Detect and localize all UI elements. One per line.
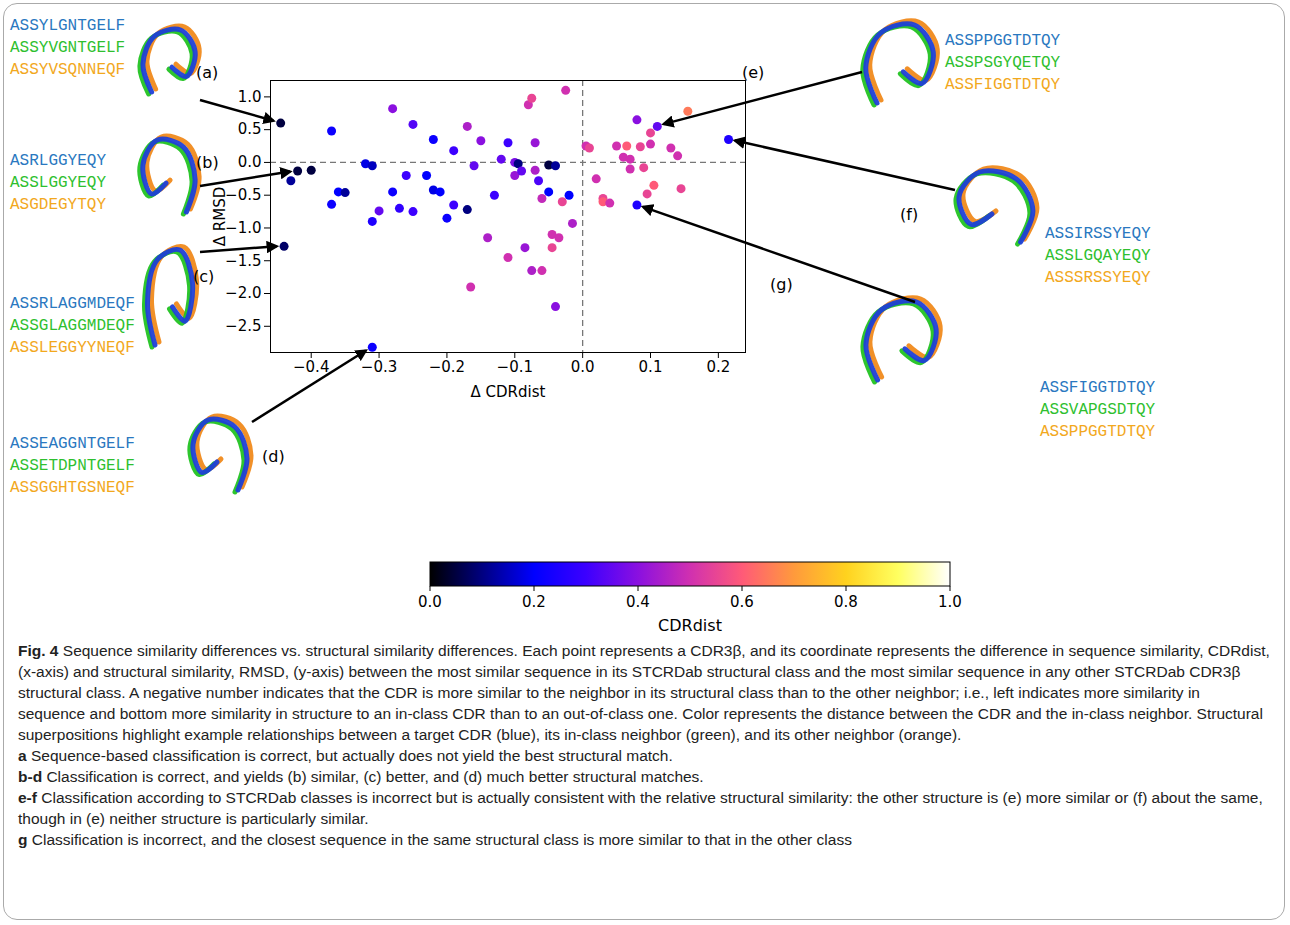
svg-text:ASSPSGYQETQY: ASSPSGYQETQY xyxy=(945,54,1061,72)
svg-text:ASSFIGGTDTQY: ASSFIGGTDTQY xyxy=(945,76,1061,94)
svg-text:ASSPPGGTDTQY: ASSPPGGTDTQY xyxy=(945,32,1061,50)
svg-text:CDRdist: CDRdist xyxy=(658,616,722,635)
svg-text:0.2: 0.2 xyxy=(706,358,730,376)
svg-text:0.2: 0.2 xyxy=(522,593,546,611)
html-text:e-f Classification according t: e-f Classification according to STCRDab … xyxy=(18,789,1263,827)
html-text:a Sequence-based classificatio: a Sequence-based classification is corre… xyxy=(18,747,673,764)
svg-text:ASSRLAGGMDEQF: ASSRLAGGMDEQF xyxy=(10,295,135,313)
svg-text:ASSIRSSYEQY: ASSIRSSYEQY xyxy=(1045,225,1151,243)
svg-text:0.0: 0.0 xyxy=(238,153,262,171)
svg-text:0.1: 0.1 xyxy=(639,358,663,376)
svg-text:ASSPPGGTDTQY: ASSPPGGTDTQY xyxy=(1040,423,1156,441)
svg-text:ASSYVGNTGELF: ASSYVGNTGELF xyxy=(10,39,125,57)
html-text:Fig. 4 Sequence similarity dif: Fig. 4 Sequence similarity differences v… xyxy=(18,642,1270,743)
svg-text:ASSGGHTGSNEQF: ASSGGHTGSNEQF xyxy=(10,479,135,497)
svg-text:ASSLEGGYYNEQF: ASSLEGGYYNEQF xyxy=(10,339,135,357)
svg-text:0.8: 0.8 xyxy=(834,593,858,611)
svg-text:(b): (b) xyxy=(196,153,219,172)
svg-text:−1.0: −1.0 xyxy=(225,219,261,237)
svg-text:(c): (c) xyxy=(193,267,214,286)
svg-text:0.4: 0.4 xyxy=(626,593,650,611)
svg-text:ASRLGGYEQY: ASRLGGYEQY xyxy=(10,152,106,170)
svg-text:ASSSRSSYEQY: ASSSRSSYEQY xyxy=(1045,269,1151,287)
svg-text:ASSVAPGSDTQY: ASSVAPGSDTQY xyxy=(1040,401,1156,419)
svg-text:−0.3: −0.3 xyxy=(361,358,397,376)
svg-text:ASSEAGGNTGELF: ASSEAGGNTGELF xyxy=(10,435,135,453)
svg-text:ASSETDPNTGELF: ASSETDPNTGELF xyxy=(10,457,135,475)
svg-text:0.0: 0.0 xyxy=(571,358,595,376)
svg-text:ASSYLGNTGELF: ASSYLGNTGELF xyxy=(10,17,125,35)
svg-text:−0.5: −0.5 xyxy=(225,186,261,204)
html-text:b-d Classification is correct,: b-d Classification is correct, and yield… xyxy=(18,768,704,785)
svg-text:Δ RMSD: Δ RMSD xyxy=(211,187,229,246)
svg-text:1.0: 1.0 xyxy=(238,88,262,106)
svg-text:−1.5: −1.5 xyxy=(225,252,261,270)
svg-text:ASGDEGYTQY: ASGDEGYTQY xyxy=(10,196,106,214)
svg-text:ASSGLAGGMDEQF: ASSGLAGGMDEQF xyxy=(10,317,135,335)
svg-text:−0.1: −0.1 xyxy=(497,358,533,376)
svg-text:−0.4: −0.4 xyxy=(293,358,329,376)
svg-text:ASSLGGYEQY: ASSLGGYEQY xyxy=(10,174,106,192)
svg-text:(a): (a) xyxy=(196,63,218,82)
svg-text:ASSFIGGTDTQY: ASSFIGGTDTQY xyxy=(1040,379,1156,397)
svg-text:1.0: 1.0 xyxy=(938,593,962,611)
svg-text:(e): (e) xyxy=(742,63,764,82)
svg-text:ASSLGQAYEQY: ASSLGQAYEQY xyxy=(1045,247,1151,265)
svg-text:−2.5: −2.5 xyxy=(225,317,261,335)
svg-text:−2.0: −2.0 xyxy=(225,284,261,302)
svg-text:0.5: 0.5 xyxy=(238,120,262,138)
svg-text:ASSYVSQNNEQF: ASSYVSQNNEQF xyxy=(10,61,125,79)
svg-text:(f): (f) xyxy=(900,205,918,224)
svg-text:0.6: 0.6 xyxy=(730,593,754,611)
svg-text:Δ CDRdist: Δ CDRdist xyxy=(471,383,546,401)
svg-text:(d): (d) xyxy=(262,447,285,466)
svg-text:(g): (g) xyxy=(770,275,793,294)
svg-text:−0.2: −0.2 xyxy=(429,358,465,376)
svg-text:0.0: 0.0 xyxy=(418,593,442,611)
html-text:g Classification is incorrect,: g Classification is incorrect, and the c… xyxy=(18,831,852,848)
